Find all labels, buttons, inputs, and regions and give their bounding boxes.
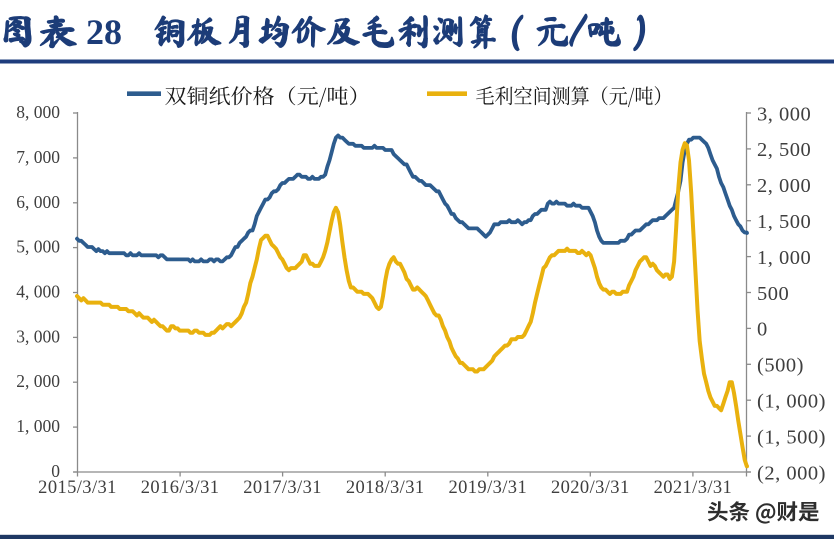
svg-text:500: 500 — [757, 283, 789, 305]
svg-text:2018/3/31: 2018/3/31 — [346, 478, 425, 498]
svg-text:7, 000: 7, 000 — [16, 147, 60, 167]
svg-text:1, 000: 1, 000 — [757, 247, 811, 269]
svg-text:2, 500: 2, 500 — [757, 139, 811, 161]
svg-text:2021/3/31: 2021/3/31 — [654, 478, 733, 498]
svg-text:2020/3/31: 2020/3/31 — [551, 478, 630, 498]
svg-text:(1, 000): (1, 000) — [757, 391, 826, 413]
svg-text:2019/3/31: 2019/3/31 — [448, 478, 527, 498]
svg-text:1, 500: 1, 500 — [757, 211, 811, 233]
svg-text:(1, 500): (1, 500) — [757, 426, 826, 448]
svg-text:(2, 000): (2, 000) — [757, 462, 826, 484]
svg-text:(500): (500) — [757, 355, 804, 377]
svg-text:2015/3/31: 2015/3/31 — [38, 478, 117, 498]
svg-text:2, 000: 2, 000 — [757, 175, 811, 197]
svg-text:6, 000: 6, 000 — [16, 192, 60, 212]
svg-text:28: 28 — [86, 12, 122, 52]
svg-text:4, 000: 4, 000 — [16, 282, 60, 302]
svg-text:2016/3/31: 2016/3/31 — [141, 478, 220, 498]
svg-text:1, 000: 1, 000 — [16, 416, 60, 436]
svg-text:3, 000: 3, 000 — [16, 326, 60, 346]
svg-text:8, 000: 8, 000 — [16, 102, 60, 122]
svg-text:0: 0 — [51, 461, 60, 481]
svg-text:5, 000: 5, 000 — [16, 237, 60, 257]
svg-text:2017/3/31: 2017/3/31 — [243, 478, 322, 498]
svg-text:3, 000: 3, 000 — [757, 103, 811, 125]
svg-text:2, 000: 2, 000 — [16, 371, 60, 391]
svg-text:0: 0 — [757, 319, 768, 341]
